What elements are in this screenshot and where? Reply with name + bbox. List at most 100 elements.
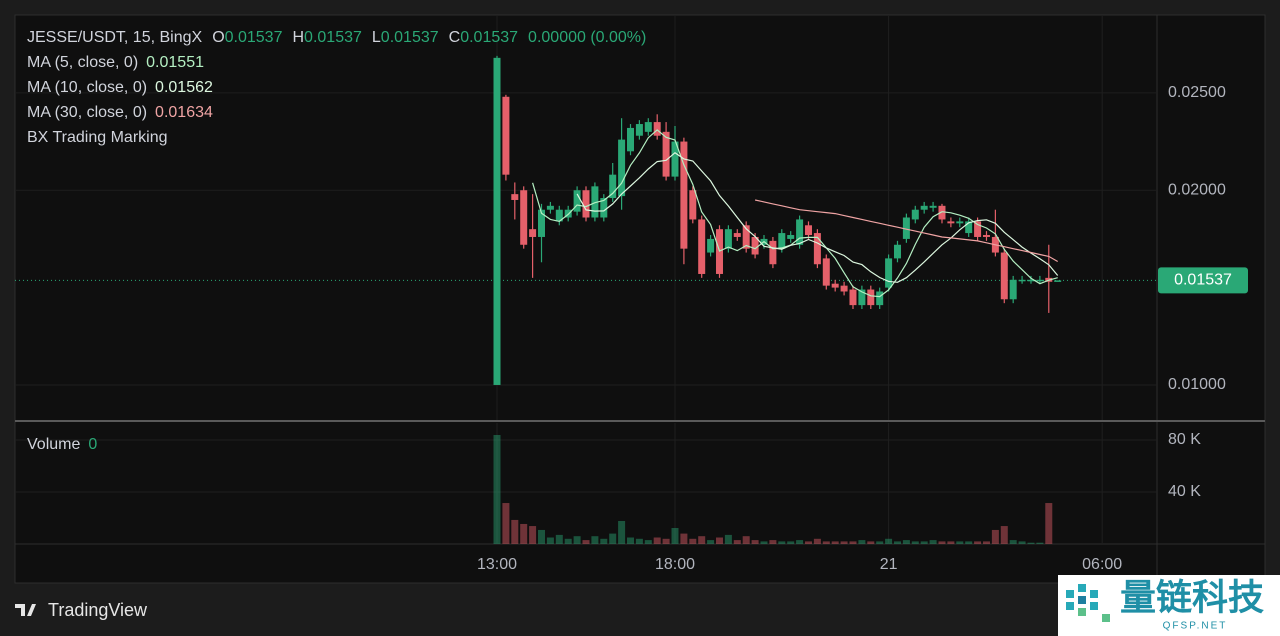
ma-legend: MA (5, close, 0) 0.01551 [27,54,204,71]
volume-bar [965,541,973,544]
volume-bar [1018,541,1026,544]
volume-bar [822,541,830,544]
candle-body [911,209,919,220]
volume-bar [938,541,946,544]
volume-tick-label: 80 K [1168,431,1201,448]
volume-bar [885,538,893,544]
candle-body [822,258,830,286]
candle-body [529,229,537,237]
volume-bar [1000,526,1008,544]
ohlc-value: 0.01537 [304,29,362,46]
volume-bar [733,540,741,544]
candle-body [1009,279,1017,300]
volume-bar [582,540,590,544]
candle-body [591,186,599,218]
candle-body [600,198,608,218]
x-tick-label: 06:00 [1082,556,1122,573]
candle-body [573,190,581,212]
candle-body [671,141,679,177]
x-tick-label: 18:00 [655,556,695,573]
volume-bar [947,541,955,544]
y-tick-label: 0.01000 [1168,376,1226,393]
volume-bar [626,537,634,544]
volume-bar [555,534,563,544]
candle-body [876,291,884,306]
candle-body [982,235,990,237]
candle-body [947,221,955,224]
watermark-icon [1066,584,1110,622]
volume-bar [715,537,723,544]
candle-body [813,233,821,265]
tradingview-logo: TradingView [15,600,148,620]
candle-body [555,209,563,222]
ohlc-value: 0.01537 [225,29,283,46]
volume-bar [867,541,875,544]
candle-body [724,229,732,249]
volume-bar [840,541,848,544]
logo-icon [15,604,36,616]
candle-body [778,233,786,249]
volume-name: Volume [27,436,80,453]
volume-bar [769,540,777,544]
volume-bar [760,541,768,544]
candle-body [538,209,546,237]
ohlc-prefix: H [292,29,304,46]
legend-header: JESSE/USDT, 15, BingX O0.01537 H0.01537 L0.… [27,29,646,46]
ma-line [532,129,1058,298]
ma-value: 0.01551 [146,54,204,71]
candle-body [929,205,937,208]
ma-line [754,199,1058,263]
volume-bar [751,540,759,544]
volume-bar [1045,503,1053,544]
volume-bar [724,534,732,544]
candle-body [511,194,519,200]
volume-bar [591,536,599,544]
candle-body [796,219,804,245]
volume-bar [778,541,786,544]
candle-body [493,57,501,385]
ma-line [576,151,1059,283]
ma-legend: MA (10, close, 0) 0.01562 [27,79,213,96]
ma-legend: MA (30, close, 0) 0.01634 [27,104,213,121]
volume-bar [813,538,821,544]
volume-bar [662,538,670,544]
candle-body [609,174,617,199]
volume-bar [1009,540,1017,544]
ma-name: MA (10, close, 0) [27,79,147,96]
candle-body [662,131,670,177]
volume-bar [707,540,715,544]
candle-body [1054,280,1062,282]
candle-body [644,122,652,132]
ma-name: MA (5, close, 0) [27,54,138,71]
volume-bar [644,540,652,544]
candle-body [742,225,750,249]
volume-bar [974,541,982,544]
volume-bar [893,541,901,544]
volume-bar [493,435,501,544]
volume-bar [546,537,554,544]
volume-bar [991,529,999,544]
ma-value: 0.01634 [155,104,213,121]
candle-body [751,236,759,255]
volume-bar [796,540,804,544]
candle-body [831,283,839,288]
ohlc-prefix: L [372,29,381,46]
volume-bar [804,541,812,544]
ohlc-value: 0.01537 [460,29,518,46]
volume-bar [671,528,679,544]
candle-body [618,139,626,197]
volume-value: 0 [88,436,97,453]
candle-body [680,141,688,249]
candle-body [1000,252,1008,300]
volume-bar [956,541,964,544]
volume-bar [1027,542,1035,544]
candle-body [707,238,715,253]
candle-body [956,221,964,224]
symbol-title: JESSE/USDT, 15, BingX [27,29,203,46]
volume-bar [982,541,990,544]
candle-body [902,217,910,239]
volume-bar [564,538,572,544]
volume-bar [511,519,519,544]
volume-bar [911,541,919,544]
